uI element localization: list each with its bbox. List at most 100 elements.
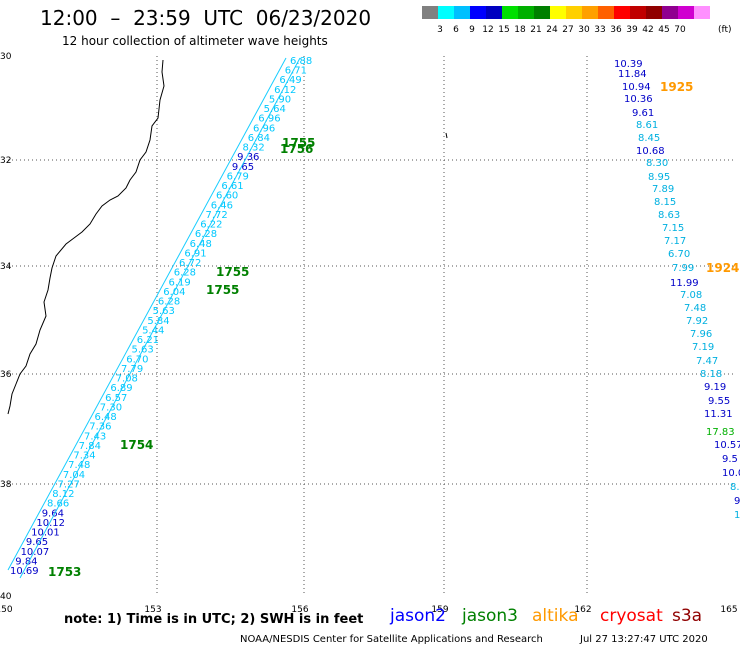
pass-time-label: 1754 [120, 438, 153, 452]
wave-height-value: 8.63 [658, 210, 680, 221]
map-frame [8, 56, 733, 596]
wave-height-value: 8.45 [638, 133, 660, 144]
wave-height-value: 7.84 [79, 441, 101, 452]
wave-height-value: 7.30 [100, 402, 122, 413]
color-swatch [598, 6, 614, 19]
color-scale-label: 6 [453, 25, 459, 35]
wave-height-value: 7.08 [680, 290, 702, 301]
lat-tick-label: 32 [0, 156, 11, 166]
lat-tick-label: 38 [0, 480, 12, 490]
color-swatch [694, 6, 710, 19]
wave-height-value: 6.71 [285, 66, 307, 77]
map-title: 12:00 – 23:59 UTC 06/23/2020 [40, 6, 372, 30]
wave-height-value: 9.61 [632, 108, 654, 119]
wave-height-value: 7.27 [58, 479, 80, 490]
wave-height-value: 7.89 [652, 184, 674, 195]
lat-tick-label: 36 [0, 370, 12, 380]
wave-height-value: 5.90 [269, 94, 291, 105]
wave-height-value: 10.07 [21, 547, 50, 558]
wave-height-value: 6.19 [168, 277, 190, 288]
wave-height-value: 6.70 [668, 249, 690, 260]
color-swatch [454, 6, 470, 19]
wave-height-value: 7.99 [672, 263, 694, 274]
wave-height-value: 8.95 [648, 172, 670, 183]
color-swatch [662, 6, 678, 19]
color-swatch [614, 6, 630, 19]
color-scale-label: 18 [514, 25, 526, 35]
color-swatch [518, 6, 534, 19]
color-scale-label: 42 [642, 25, 653, 35]
wave-height-value: 6.12 [274, 85, 296, 96]
wave-height-value: 6.46 [211, 200, 233, 211]
lon-tick-label: 159 [431, 605, 448, 615]
lat-tick-label: 30 [0, 52, 12, 62]
pass-time-label: 1924 [706, 261, 739, 275]
satellite-legend-cryosat: cryosat [600, 606, 663, 626]
satellite-track-left: 6.886.716.496.125.905.646.966.966.848.32… [7, 56, 312, 579]
footer-note: note: 1) Time is in UTC; 2) SWH is in fe… [64, 612, 364, 627]
color-scale-label: 24 [546, 25, 558, 35]
color-swatch [678, 6, 694, 19]
color-swatch [438, 6, 454, 19]
wave-height-value: 6.49 [279, 75, 301, 86]
color-scale-label: 70 [674, 25, 686, 35]
wave-height-value: 11.31 [704, 409, 733, 420]
pass-time-label: 1755 [216, 265, 249, 279]
color-scale: 3 6 9 12 15 18 21 24 27 30 33 36 39 42 45 70 (ft) [422, 6, 732, 35]
color-swatch [470, 6, 486, 19]
color-swatch [582, 6, 598, 19]
wave-height-value: 7.34 [73, 451, 95, 462]
wave-height-value: 1 [734, 510, 740, 521]
map-subtitle: 12 hour collection of altimeter wave hei… [62, 34, 328, 48]
graticule [8, 56, 733, 596]
wave-height-value: 9.19 [704, 382, 726, 393]
wave-height-value: 6.84 [248, 133, 270, 144]
lon-tick-label: 150 [0, 605, 13, 615]
wave-height-value: 11.99 [670, 278, 699, 289]
wave-height-value: 10.68 [636, 146, 665, 157]
lon-tick-label: 156 [291, 605, 308, 615]
color-swatch [422, 6, 438, 19]
wave-height-value: 6.48 [190, 239, 212, 250]
lat-tick-label: 34 [0, 262, 12, 272]
satellite-legend-jason3: jason3 [462, 606, 518, 626]
pass-time-label: 1755 [282, 136, 315, 150]
wave-height-value: 8.15 [654, 197, 676, 208]
pass-time-label: 1756 [280, 142, 313, 156]
wave-height-value: 9.36 [237, 152, 259, 163]
color-scale-label: 36 [610, 25, 622, 35]
wave-height-value: 6.96 [258, 114, 280, 125]
color-swatch [502, 6, 518, 19]
track-line [7, 57, 287, 571]
color-swatch [486, 6, 502, 19]
color-swatch [550, 6, 566, 19]
wave-height-value: 10.0 [722, 468, 740, 479]
lon-tick-label: 153 [144, 605, 161, 615]
color-scale-label: 30 [578, 25, 590, 35]
wave-height-value: 9.5 [722, 454, 738, 465]
color-scale-label: 33 [594, 25, 605, 35]
wave-height-value: 9.55 [708, 396, 730, 407]
pass-time-label: 1755 [206, 283, 239, 297]
generation-timestamp: Jul 27 13:27:47 UTC 2020 [580, 634, 708, 645]
wave-height-value: 6.61 [221, 181, 243, 192]
wave-height-value: 6.48 [95, 412, 117, 423]
color-swatch [646, 6, 662, 19]
wave-height-value: 7.19 [692, 342, 714, 353]
wave-height-value: 10.69 [10, 566, 39, 577]
wave-height-value: 7.92 [686, 316, 708, 327]
wave-height-value: 8.66 [47, 499, 69, 510]
pass-time-label: 1753 [48, 565, 81, 579]
wave-height-value: 8. [730, 482, 740, 493]
lon-tick-label: 165 [720, 605, 737, 615]
color-scale-label: 21 [530, 25, 541, 35]
wave-height-value: 10.12 [36, 518, 65, 529]
wave-height-value: 6.91 [184, 248, 206, 259]
wave-height-value: 9.65 [26, 537, 48, 548]
wave-height-value: 8.32 [242, 143, 264, 154]
wave-height-value: 6.22 [200, 220, 222, 231]
wave-height-value: 10.01 [31, 528, 60, 539]
wave-height-value: 7.72 [205, 210, 227, 221]
